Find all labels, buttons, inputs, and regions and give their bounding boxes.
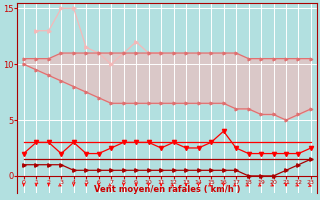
X-axis label: Vent moyen/en rafales ( km/h ): Vent moyen/en rafales ( km/h ) <box>94 185 241 194</box>
